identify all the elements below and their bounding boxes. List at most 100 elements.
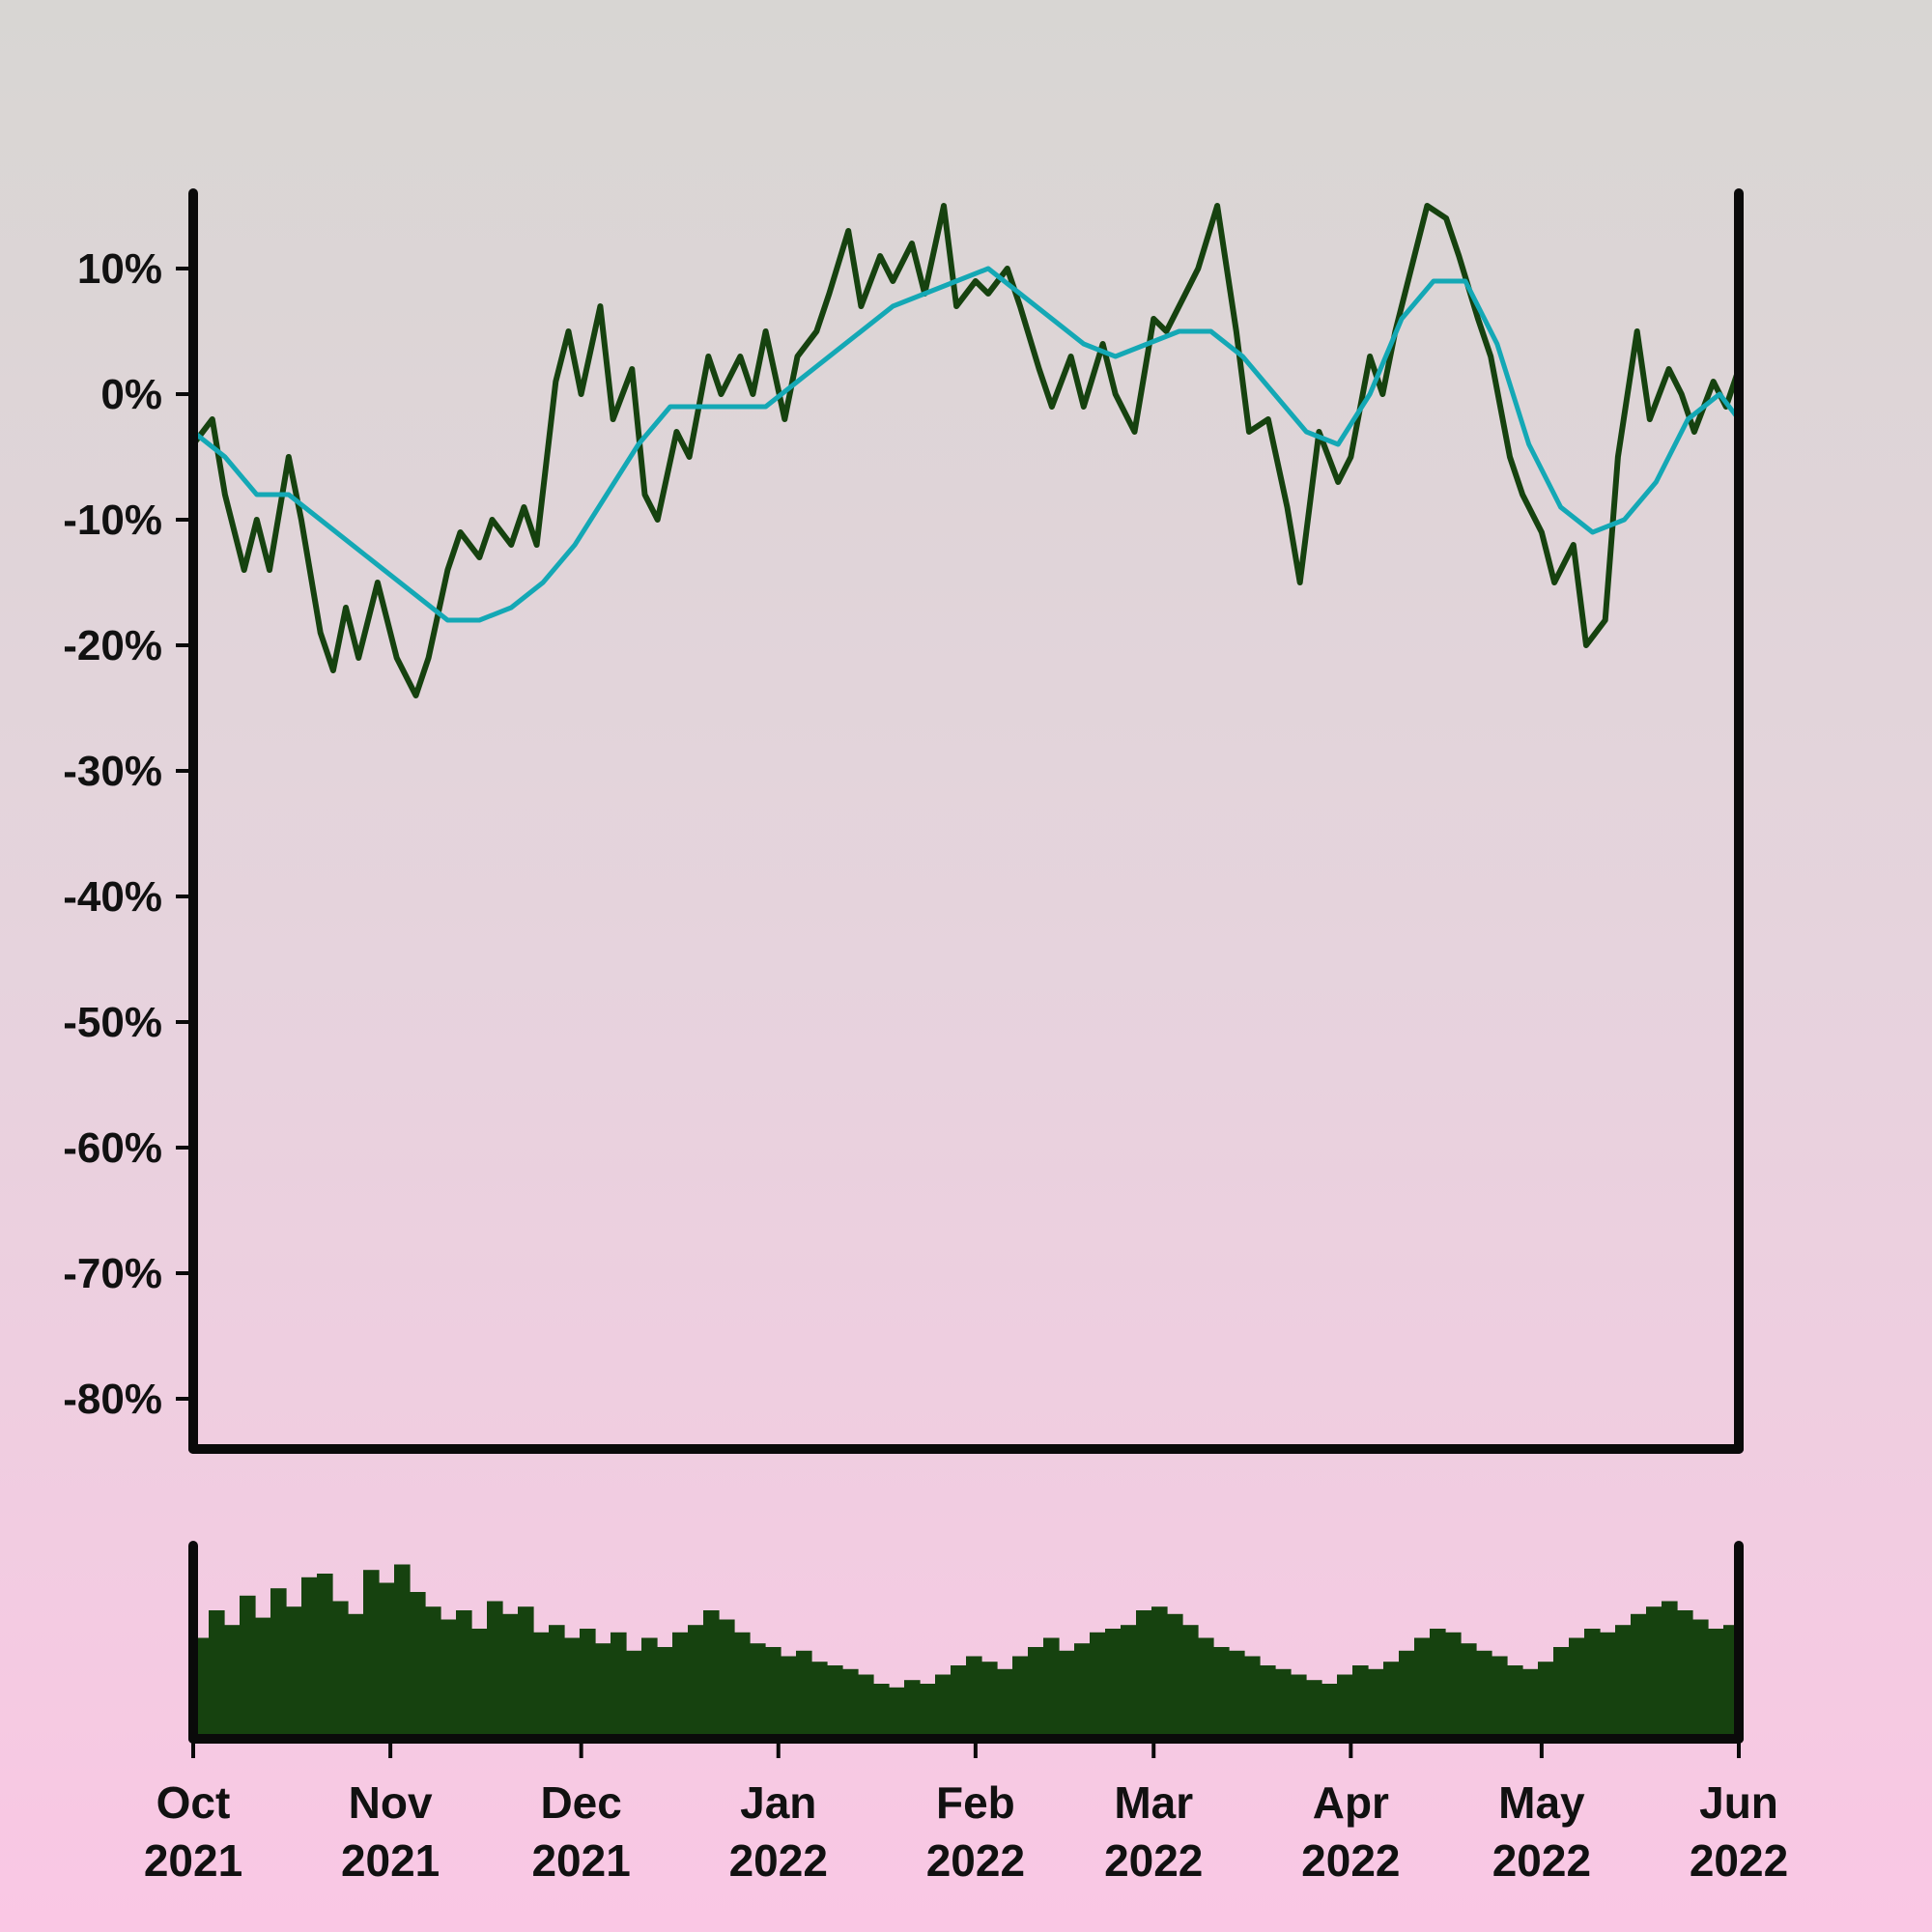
y-tick-label: -60% (63, 1124, 162, 1172)
volume-bar (502, 1613, 519, 1739)
volume-bar (425, 1606, 441, 1739)
volume-bar (889, 1687, 905, 1739)
volume-bar (1476, 1650, 1492, 1739)
volume-bar (286, 1606, 302, 1739)
volume-bar (611, 1632, 627, 1739)
y-tick-label: -30% (63, 748, 162, 795)
volume-bar (1708, 1629, 1724, 1739)
volume-bar (1368, 1668, 1384, 1739)
volume-bar (1182, 1625, 1199, 1739)
x-tick-label-month: Mar (1114, 1777, 1193, 1828)
volume-bar (1321, 1684, 1338, 1739)
volume-bar (811, 1662, 828, 1739)
volume-bar (1337, 1674, 1353, 1739)
y-tick-label: -50% (63, 999, 162, 1046)
volume-bar (240, 1595, 256, 1739)
volume-bar (966, 1656, 982, 1739)
volume-bar (1352, 1665, 1369, 1739)
volume-bar (224, 1625, 241, 1739)
volume-bar (997, 1668, 1013, 1739)
y-axis: 10% 0% -10% -20% -30% -40% -50% -60% -70% -80% (63, 245, 193, 1423)
volume-bar (1677, 1610, 1693, 1739)
volume-bar (1260, 1665, 1276, 1739)
volume-bar (1600, 1632, 1616, 1739)
x-tick-label-year: 2022 (1492, 1835, 1591, 1886)
y-tick-label: -80% (63, 1376, 162, 1423)
volume-bar (580, 1629, 596, 1739)
x-axis: Oct 2021 Nov 2021 Dec 2021 Jan 2022 Feb 2022 Mar 20… (144, 1739, 1788, 1886)
volume-bar (549, 1625, 565, 1739)
volume-bar (564, 1637, 581, 1739)
volume-bar (379, 1582, 395, 1739)
volume-bar (781, 1656, 797, 1739)
x-tick-label-month: Dec (540, 1777, 621, 1828)
volume-panel (188, 1541, 1744, 1744)
y-tick-label: -20% (63, 622, 162, 669)
volume-bar (487, 1601, 503, 1739)
volume-bar (750, 1643, 766, 1739)
volume-bar (1399, 1650, 1415, 1739)
volume-bar (1229, 1650, 1245, 1739)
volume-bar (456, 1610, 472, 1739)
volume-bar (1445, 1632, 1462, 1739)
volume-bar (332, 1601, 349, 1739)
y-tick-label: 10% (77, 245, 162, 293)
x-tick-label-year: 2022 (1690, 1835, 1788, 1886)
x-tick-label-year: 2022 (1104, 1835, 1203, 1886)
x-tick-label-year: 2021 (341, 1835, 440, 1886)
volume-bar (1151, 1606, 1168, 1739)
volume-bar (1430, 1629, 1446, 1739)
volume-bar (1291, 1674, 1307, 1739)
volume-bar (595, 1643, 611, 1739)
x-tick-label-month: Nov (349, 1777, 433, 1828)
volume-bar (1028, 1647, 1044, 1739)
x-tick-label-month: Oct (156, 1777, 231, 1828)
volume-bar (1275, 1668, 1292, 1739)
volume-bar (951, 1665, 967, 1739)
volume-bar (1090, 1632, 1106, 1739)
volume-bar (255, 1617, 271, 1739)
x-tick-label-year: 2021 (531, 1835, 630, 1886)
volume-bar (270, 1588, 287, 1739)
volume-bar (1662, 1601, 1678, 1739)
x-tick-label-year: 2022 (729, 1835, 828, 1886)
volume-bar (1414, 1637, 1431, 1739)
volume-bar (719, 1619, 735, 1739)
x-tick-label-year: 2022 (1301, 1835, 1400, 1886)
y-tick-label: 0% (100, 371, 162, 418)
volume-bar (1136, 1610, 1152, 1739)
volume-bar (1167, 1613, 1183, 1739)
volume-bar (904, 1680, 921, 1739)
volume-bar (1105, 1629, 1122, 1739)
volume-bar (703, 1610, 720, 1739)
volume-bar (1059, 1650, 1075, 1739)
volume-bar (765, 1647, 781, 1739)
volume-bar (734, 1632, 751, 1739)
volume-bar (1522, 1668, 1539, 1739)
x-tick-label-month: Feb (936, 1777, 1015, 1828)
main-plot-frame (188, 188, 1744, 1454)
volume-bar (981, 1662, 998, 1739)
volume-bar (858, 1674, 874, 1739)
volume-bar (209, 1610, 225, 1739)
volume-bar (440, 1619, 457, 1739)
volume-bar (1569, 1637, 1585, 1739)
volume-bar (688, 1625, 704, 1739)
volume-bar (1383, 1662, 1400, 1739)
volume-bar (533, 1632, 550, 1739)
volume-bar (363, 1570, 380, 1739)
volume-bar (842, 1668, 859, 1739)
x-tick-label-month: Jun (1699, 1777, 1778, 1828)
price-line (190, 203, 1742, 698)
y-tick-label: -40% (63, 873, 162, 921)
volume-bar (1615, 1625, 1632, 1739)
x-tick-label-month: Apr (1313, 1777, 1389, 1828)
volume-bar (410, 1592, 426, 1739)
volume-bar (394, 1564, 411, 1739)
volume-bar (920, 1684, 936, 1739)
volume-bar (827, 1665, 843, 1739)
volume-bar (1584, 1629, 1601, 1739)
volume-bar (1306, 1680, 1322, 1739)
volume-bar (657, 1647, 673, 1739)
